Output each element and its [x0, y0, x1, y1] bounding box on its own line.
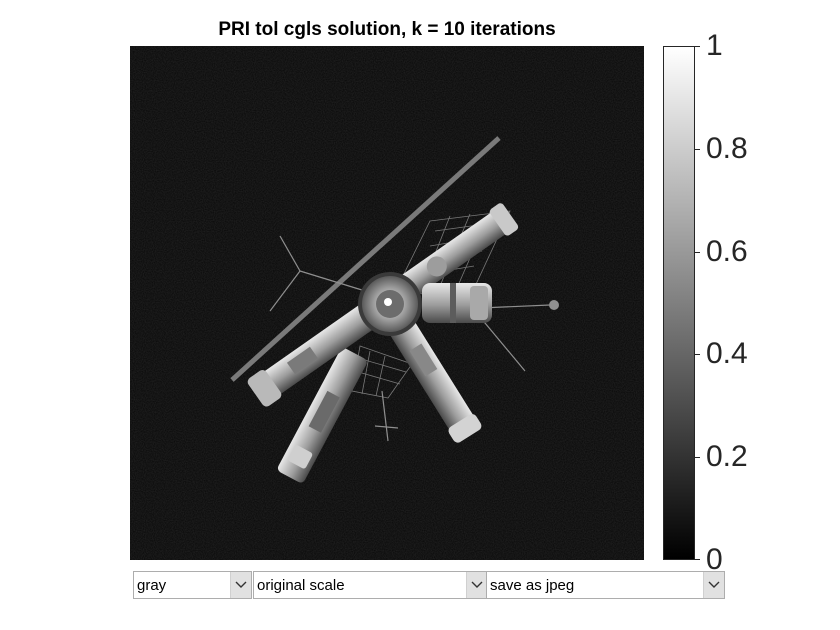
- colorbar-tick-mark: [695, 148, 700, 150]
- chevron-down-icon[interactable]: [703, 572, 724, 598]
- colorbar-tick-mark: [695, 46, 700, 47]
- save-dropdown[interactable]: save as jpeg: [486, 571, 725, 599]
- colorbar-tick-label: 1: [706, 29, 723, 62]
- colorbar-tick-mark: [695, 559, 700, 560]
- plot-title: PRI tol cgls solution, k = 10 iterations: [218, 19, 556, 40]
- colorbar-tick-label: 0.2: [706, 440, 748, 474]
- chevron-down-icon[interactable]: [230, 572, 251, 598]
- scale-dropdown[interactable]: original scale: [253, 571, 488, 599]
- colormap-dropdown-value: gray: [137, 577, 167, 594]
- colorbar-tick-mark: [695, 251, 700, 253]
- colorbar-tick-label: 0.8: [706, 131, 748, 165]
- colorbar-tick-mark: [695, 457, 700, 459]
- image-axes: [130, 46, 644, 560]
- colorbar-tick-mark: [695, 354, 700, 356]
- reconstructed-satellite-image: [130, 46, 644, 560]
- scale-dropdown-value: original scale: [257, 577, 345, 594]
- colormap-dropdown[interactable]: gray: [133, 571, 252, 599]
- colorbar: [663, 46, 695, 560]
- save-dropdown-value: save as jpeg: [490, 577, 575, 594]
- colorbar-tick-label: 0.4: [706, 337, 748, 371]
- colorbar-tick-label: 0: [706, 543, 723, 576]
- colorbar-tick-label: 0.6: [706, 234, 748, 268]
- chevron-down-icon[interactable]: [466, 572, 487, 598]
